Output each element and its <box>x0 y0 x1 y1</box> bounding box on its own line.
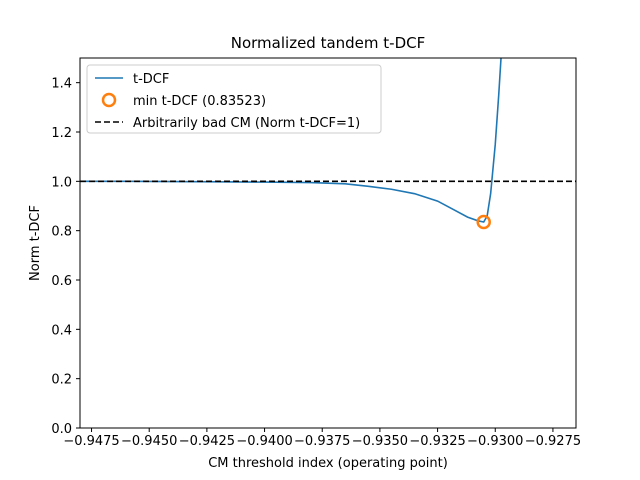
legend-label: Arbitrarily bad CM (Norm t-DCF=1) <box>133 116 360 131</box>
plot-border <box>79 57 577 429</box>
legend: t-DCF min t-DCF (0.83523) Arbitrarily bad … <box>86 64 382 134</box>
y-tick-label: 0.0 <box>51 422 72 437</box>
x-tick-label: −0.9450 <box>121 434 177 449</box>
y-axis-label: Norm t-DCF <box>28 205 43 281</box>
x-tick-label: −0.9400 <box>236 434 292 449</box>
x-tick-label: −0.9275 <box>525 434 581 449</box>
y-tick-label: 1.4 <box>51 77 72 92</box>
y-tick-label: 0.6 <box>51 274 72 289</box>
legend-box <box>86 64 382 134</box>
y-tick-label: 1.2 <box>51 126 72 141</box>
y-tick-label: 0.8 <box>51 225 72 240</box>
y-tick-label: 0.4 <box>51 323 72 338</box>
x-tick-label: −0.9350 <box>352 434 408 449</box>
legend-label: min t-DCF (0.83523) <box>133 94 266 109</box>
legend-label: t-DCF <box>133 72 169 87</box>
x-axis-label: CM threshold index (operating point) <box>208 456 448 471</box>
axis-ticks: −0.9475 −0.9450 −0.9425 −0.9400 −0.9375 −0.93… <box>51 77 581 449</box>
y-tick-label: 0.2 <box>51 373 72 388</box>
x-tick-label: −0.9475 <box>63 434 119 449</box>
x-tick-label: −0.9375 <box>294 434 350 449</box>
min-tdcf-marker <box>476 214 491 230</box>
x-tick-label: −0.9300 <box>467 434 523 449</box>
x-tick-label: −0.9325 <box>409 434 465 449</box>
legend-swatch-marker <box>101 92 117 108</box>
x-tick-label: −0.9425 <box>179 434 235 449</box>
chart-title: Normalized tandem t-DCF <box>231 34 426 52</box>
y-tick-label: 1.0 <box>51 175 72 190</box>
series-layer <box>80 58 576 230</box>
